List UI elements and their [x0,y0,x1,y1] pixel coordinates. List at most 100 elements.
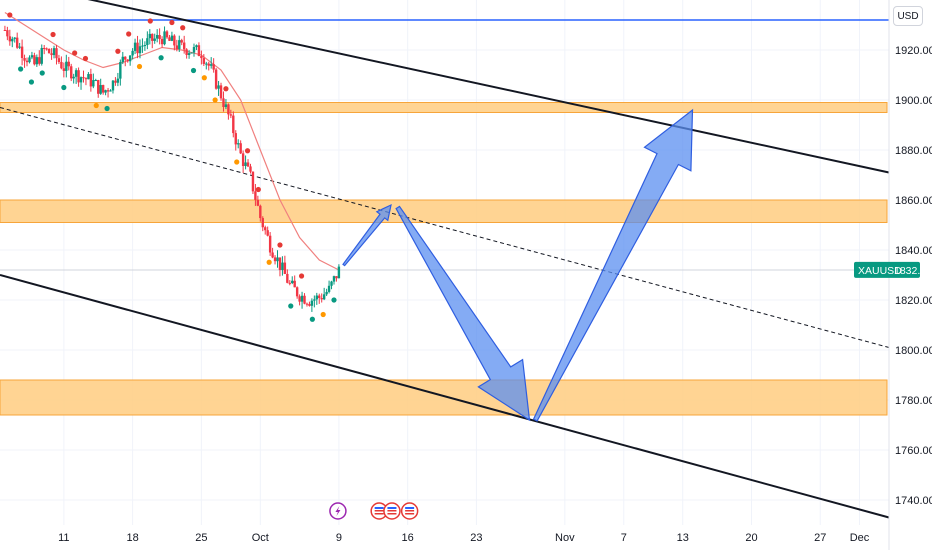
candle-body [212,64,215,70]
candle-body [283,262,287,274]
price-tick-label: 1820.000 [895,295,932,307]
candle-body [261,218,264,228]
candle-body [300,295,304,302]
signal-dot [180,25,186,31]
flag-stripe-blue [387,507,397,509]
candle-body [77,70,80,83]
candle-body [18,46,21,48]
signal-dot [244,148,251,154]
price-tick-label: 1760.000 [895,445,932,457]
candle-body [197,45,201,57]
candle-body [227,104,230,115]
candle-body [124,56,127,60]
moving-average [4,11,340,271]
candle-body [219,85,223,99]
support-resistance-zones [0,102,888,416]
candle-body [251,171,255,192]
price-zone [0,199,888,223]
signal-dot [104,105,110,112]
candle-body [151,33,154,41]
candle-body [153,38,156,41]
candle-body [146,38,149,46]
currency-button[interactable]: USD [893,6,923,26]
candle-body [141,45,144,47]
price-tick-label: 1800.000 [895,345,932,357]
projection-arrow [532,108,694,422]
candle-body [308,304,311,306]
candle-body [293,280,296,288]
signal-dot [320,311,326,318]
candle-body [25,60,29,63]
candle-body [55,48,58,59]
candle-body [195,45,198,48]
candle-body [67,61,70,67]
signal-dot [298,273,305,279]
candle-body [168,37,171,41]
signal-dot [72,50,78,56]
price-axis[interactable]: 1740.000 1760.000 1780.000 1800.000 1820.000… [888,0,932,550]
candle-body [101,85,105,93]
time-tick-label: 7 [621,532,627,544]
candle-body [325,291,328,295]
grid [0,0,889,525]
signal-dot [147,18,153,24]
candle-body [28,57,31,63]
candle-body [239,143,242,154]
candle-body [246,162,250,167]
signal-dot [255,186,261,193]
time-tick-label: 25 [195,532,207,544]
candle-body [23,57,26,61]
time-axis[interactable]: 11 18 25 Oct 9 16 23 Nov 7 13 20 27 Dec [58,532,870,544]
event-icons[interactable] [329,502,419,520]
candle-body [249,166,252,172]
signal-dot [28,79,35,85]
flag-stripe-red [405,510,415,512]
lightning-bolt-shape [335,506,341,516]
candles [3,12,341,322]
time-tick-label: 11 [58,532,69,544]
candle-body [237,143,240,145]
time-tick-label: 23 [470,532,482,544]
candle-body [116,78,120,83]
candle-body [335,276,338,279]
price-tick-label: 1900.000 [895,95,932,107]
candle-body [315,295,318,300]
candle-body [15,37,19,48]
channel-line [87,0,890,174]
signal-dot [126,31,132,37]
candle-body [148,33,152,39]
signal-dot [277,242,283,248]
price-tick-label: 1880.000 [895,145,932,157]
candle-body [92,80,95,87]
time-tick-label: 16 [402,532,414,544]
projection-arrow [342,203,392,267]
candle-body [3,30,7,31]
symbol-label: XAUUSD [858,265,902,277]
projection-arrow [395,205,531,422]
candle-body [278,257,282,270]
candle-body [121,56,124,63]
candle-body [13,37,16,39]
signal-dot [115,48,121,54]
signal-dot [212,97,218,103]
candle-body [82,77,85,79]
candle-body [99,85,102,94]
candle-body [330,281,333,286]
candle-body [119,62,122,79]
signal-dot [39,70,45,76]
signal-dot [169,19,175,26]
candle-body [259,205,262,219]
signal-dot [7,12,13,18]
candle-body [298,296,301,302]
time-tick-label: Nov [555,532,575,544]
flag-stripe-red [387,513,397,515]
candle-body [187,53,191,55]
candle-body [320,298,323,300]
last-price-label: XAUUSD 1832.035 [854,261,932,278]
flag-stripe-red [387,510,397,512]
candle-body [158,34,161,39]
candle-body [254,191,257,200]
candle-body [192,47,196,53]
candle-body [268,235,272,253]
